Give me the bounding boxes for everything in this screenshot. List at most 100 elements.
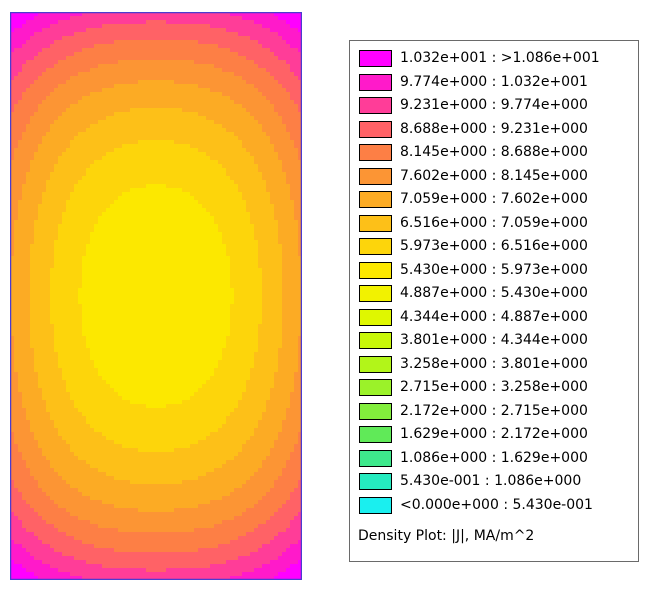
density-cell	[150, 112, 155, 117]
density-cell	[174, 184, 179, 189]
density-cell	[130, 84, 135, 89]
density-cell	[186, 28, 191, 33]
density-cell	[286, 128, 291, 133]
density-cell	[98, 212, 103, 217]
density-cell	[294, 172, 299, 177]
density-cell	[98, 268, 103, 273]
density-cell	[86, 244, 91, 249]
density-cell	[258, 164, 263, 169]
density-cell	[290, 248, 295, 253]
density-cell	[194, 52, 199, 57]
density-cell	[234, 184, 239, 189]
density-cell	[54, 60, 59, 65]
density-cell	[26, 164, 31, 169]
density-cell	[198, 196, 203, 201]
density-cell	[210, 40, 215, 45]
density-cell	[158, 208, 163, 213]
density-cell	[282, 248, 287, 253]
density-cell	[134, 252, 139, 257]
density-cell	[182, 92, 187, 97]
density-cell	[206, 72, 211, 77]
density-cell	[186, 16, 191, 21]
density-cell	[22, 216, 27, 221]
density-cell	[58, 140, 63, 145]
density-cell	[286, 44, 291, 49]
density-cell	[38, 276, 43, 281]
density-cell	[206, 36, 211, 41]
density-cell	[38, 64, 43, 69]
density-cell	[134, 64, 139, 69]
density-cell	[194, 220, 199, 225]
density-cell	[14, 48, 19, 53]
density-cell	[22, 256, 27, 261]
density-cell	[106, 156, 111, 161]
density-cell	[246, 24, 251, 29]
density-cell	[82, 112, 87, 117]
density-cell	[238, 40, 243, 45]
density-cell	[174, 204, 179, 209]
density-cell	[22, 116, 27, 121]
density-cell	[290, 60, 295, 65]
density-cell	[194, 92, 199, 97]
density-cell	[270, 224, 275, 229]
density-cell	[106, 128, 111, 133]
density-cell	[178, 156, 183, 161]
density-cell	[54, 116, 59, 121]
density-cell	[78, 20, 83, 25]
density-cell	[174, 244, 179, 249]
density-cell	[42, 88, 47, 93]
density-cell	[166, 252, 171, 257]
density-cell	[146, 152, 151, 157]
density-cell	[226, 248, 231, 253]
density-cell	[50, 112, 55, 117]
density-cell	[138, 60, 143, 65]
density-cell	[26, 272, 31, 277]
density-cell	[174, 180, 179, 185]
density-cell	[58, 44, 63, 49]
density-cell	[182, 20, 187, 25]
density-cell	[138, 84, 143, 89]
density-cell	[150, 156, 155, 161]
density-cell	[134, 260, 139, 265]
density-cell	[142, 140, 147, 145]
density-cell	[210, 276, 215, 281]
density-cell	[142, 128, 147, 133]
density-cell	[150, 32, 155, 37]
density-cell	[118, 48, 123, 53]
density-cell	[142, 260, 147, 265]
density-cell	[82, 64, 87, 69]
density-cell	[194, 88, 199, 93]
density-cell	[134, 212, 139, 217]
density-cell	[222, 120, 227, 125]
density-cell	[18, 156, 23, 161]
density-cell	[174, 36, 179, 41]
density-cell	[262, 76, 267, 81]
density-cell	[74, 180, 79, 185]
density-cell	[98, 272, 103, 277]
density-cell	[130, 128, 135, 133]
density-cell	[82, 260, 87, 265]
density-cell	[266, 20, 271, 25]
density-cell	[210, 80, 215, 85]
density-cell	[50, 284, 55, 289]
density-cell	[150, 128, 155, 133]
density-cell	[66, 232, 71, 237]
density-cell	[54, 280, 59, 285]
density-cell	[78, 48, 83, 53]
density-cell	[282, 156, 287, 161]
density-cell	[202, 268, 207, 273]
density-cell	[66, 60, 71, 65]
density-cell	[62, 272, 67, 277]
density-cell	[222, 168, 227, 173]
density-cell	[150, 148, 155, 153]
density-cell	[70, 224, 75, 229]
density-cell	[266, 152, 271, 157]
density-cell	[274, 180, 279, 185]
density-cell	[166, 76, 171, 81]
density-cell	[78, 252, 83, 257]
density-cell	[274, 212, 279, 217]
density-cell	[262, 96, 267, 101]
density-cell	[178, 148, 183, 153]
density-cell	[278, 60, 283, 65]
density-cell	[202, 76, 207, 81]
